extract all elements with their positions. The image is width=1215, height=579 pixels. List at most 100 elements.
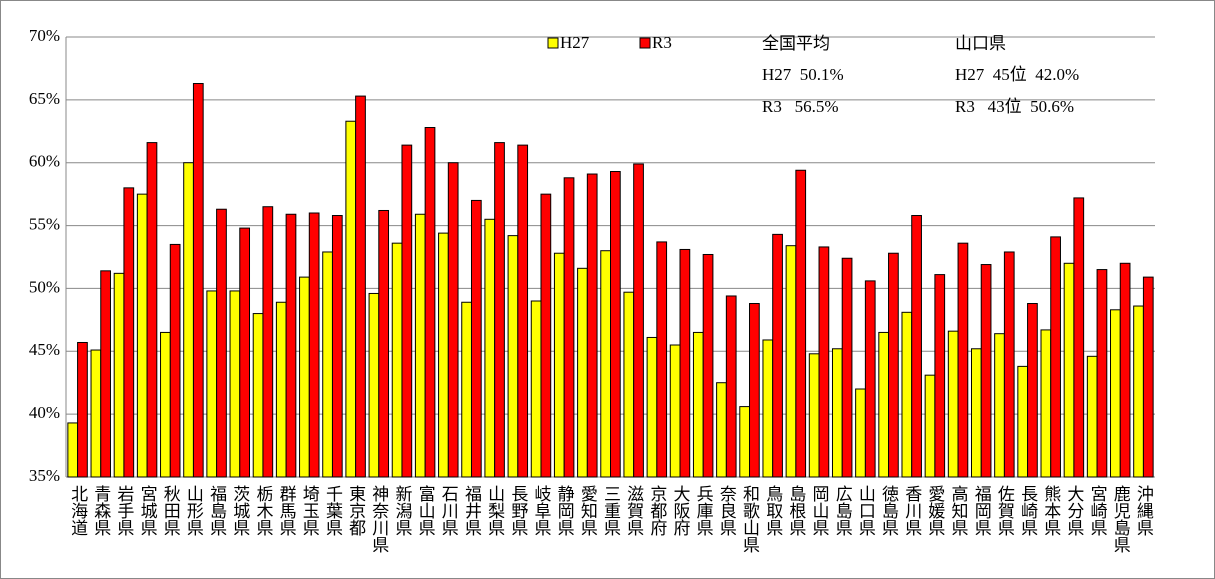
bar [262,206,274,478]
bar [1096,269,1108,478]
annotation: 山口県 [955,34,1006,53]
bar [957,242,969,478]
bar [299,276,310,478]
bar [169,243,181,478]
bar [1142,276,1154,478]
bar [1050,236,1061,478]
x-tick-label: 大阪府 [671,485,691,537]
bar [113,272,125,478]
bar [123,187,135,478]
x-tick-label: 高知県 [949,485,969,536]
x-tick-label: 山口県 [856,485,876,536]
y-tick-label: 40% [29,403,60,422]
bar [762,339,774,478]
x-tick-label: 新潟県 [392,485,412,536]
y-tick-label: 60% [29,152,60,171]
bar [160,331,171,478]
bar [841,257,853,478]
bar [216,208,227,478]
x-tick-label: 大分県 [1064,485,1084,536]
bar [1063,262,1075,478]
bar [1040,329,1052,478]
bar [646,336,658,478]
bar [924,374,936,478]
annotation: H27 50.1% [762,65,844,84]
bar [749,303,760,478]
x-tick-label: 愛媛県 [925,485,945,536]
bar [90,349,102,478]
bar [586,173,598,478]
bar [414,213,426,478]
legend-label: R3 [652,33,672,52]
x-tick-label: 神奈川県 [369,485,389,553]
bar [424,127,436,478]
x-tick-label: 秋田県 [161,485,181,536]
bar [656,241,668,478]
legend-swatch [547,37,559,49]
x-tick-label: 福井県 [462,485,482,536]
x-tick-label: 福島県 [207,485,227,536]
x-tick-label: 群馬県 [277,485,297,536]
bar [947,330,959,478]
y-tick-label: 50% [29,277,60,296]
bar [831,348,843,478]
bar [739,406,751,478]
bar [1073,197,1085,478]
bar [970,348,982,478]
bar [401,144,413,478]
bar [146,142,158,478]
y-tick-label: 45% [29,340,60,359]
x-tick-label: 福岡県 [972,485,992,536]
bar [438,232,449,478]
bar [285,213,297,478]
bar [206,290,218,478]
bar [725,295,737,478]
x-tick-label: 宮崎県 [1088,485,1108,536]
bar [470,199,482,478]
bar [994,333,1005,478]
bar [623,291,635,478]
bar [980,264,992,478]
x-tick-label: 島根県 [786,485,806,536]
annotation: R3 56.5% [762,97,839,116]
bar [577,267,588,478]
bar [808,353,820,478]
bar [864,280,876,478]
x-tick-label: 山梨県 [485,485,505,536]
bar [192,83,204,478]
bar [494,142,505,478]
x-tick-label: 岐阜県 [531,485,551,536]
x-tick-label: 埼玉県 [300,485,320,536]
bar [308,212,320,478]
bar [1119,262,1131,478]
x-tick-label: 東京都 [346,485,366,536]
bar [447,162,459,478]
annotation: R3 43位 50.6% [955,97,1074,116]
x-tick-label: 和歌山県 [740,485,760,553]
bar [702,253,714,478]
bar [901,311,913,478]
bar [669,344,681,478]
x-tick-label: 広島県 [833,485,853,536]
legend-swatch [639,37,651,49]
x-tick-label: 岡山県 [810,485,830,536]
x-tick-label: 栃木県 [253,485,273,536]
bar [553,252,565,478]
bar [530,300,542,478]
bar [100,270,111,478]
x-tick-label: 沖縄県 [1134,485,1154,536]
legend-label: H27 [560,33,590,52]
bar [229,290,241,478]
x-tick-label: 青森県 [91,485,111,536]
x-tick-label: 北海道 [68,485,88,536]
bar [772,233,783,478]
y-tick-label: 70% [29,26,60,45]
x-tick-label: 千葉県 [323,485,343,536]
bar [888,252,899,478]
bar [1086,355,1098,478]
bar [183,162,194,478]
x-tick-label: 京都府 [647,485,667,537]
bar [785,245,797,478]
x-tick-label: 長崎県 [1018,485,1038,536]
bar [563,177,575,478]
